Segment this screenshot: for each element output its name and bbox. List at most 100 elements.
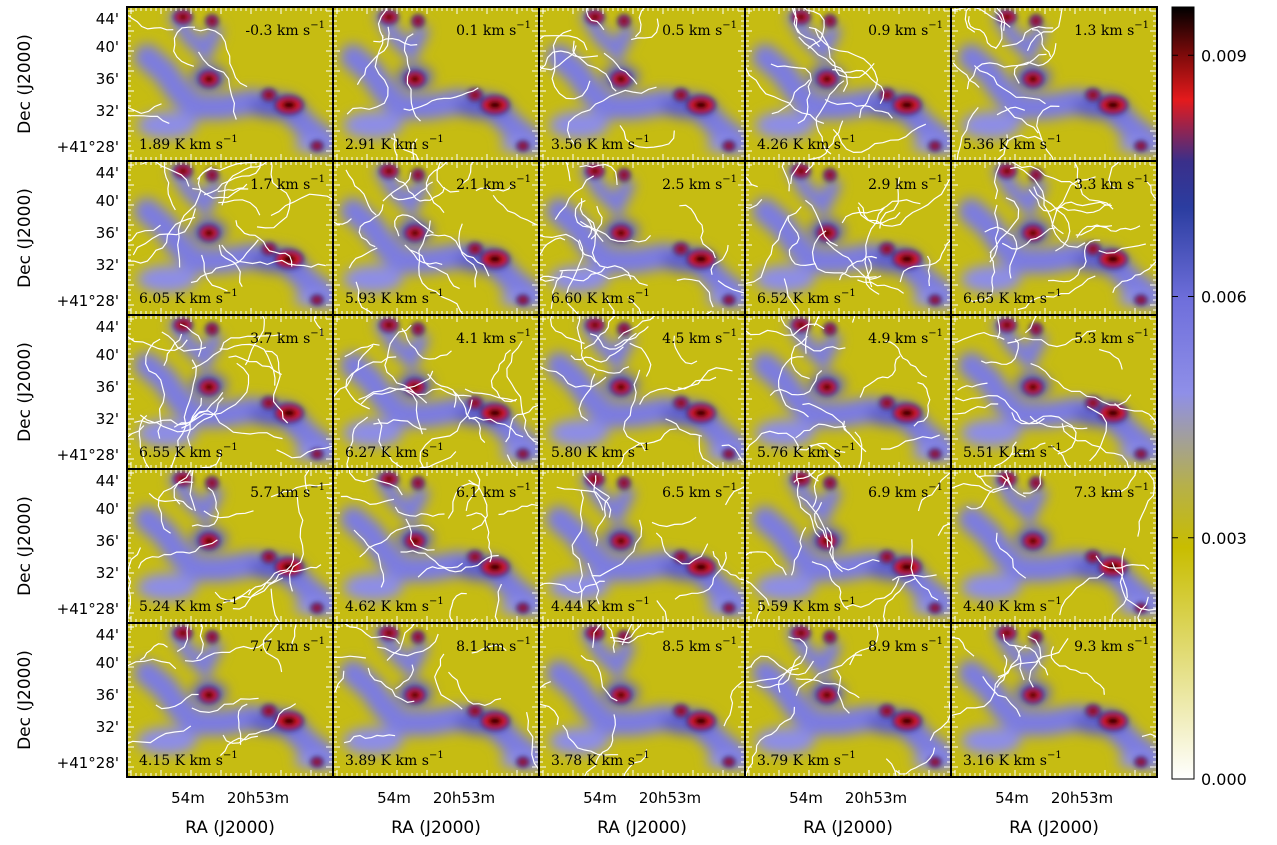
channel-panel-19: 6.9 km s−1 5.59 K km s−1 bbox=[744, 468, 952, 624]
x-tick-label: 20h53m bbox=[433, 789, 495, 807]
channel-panel-17: 6.1 km s−1 4.62 K km s−1 bbox=[332, 468, 540, 624]
dense-cores bbox=[379, 471, 530, 614]
contours bbox=[127, 623, 297, 757]
flux-label: 6.05 K km s−1 bbox=[139, 288, 238, 307]
velocity-label: 7.3 km s−1 bbox=[1074, 482, 1149, 501]
flux-label: 5.36 K km s−1 bbox=[963, 134, 1062, 153]
y-axis-label: Dec (J2000) bbox=[15, 650, 35, 750]
y-axis-label: Dec (J2000) bbox=[15, 34, 35, 134]
velocity-label: 0.9 km s−1 bbox=[868, 20, 943, 39]
dense-cores bbox=[791, 471, 942, 614]
channel-panel-21: 7.7 km s−1 4.15 K km s−1 bbox=[126, 622, 334, 778]
flux-label: 4.62 K km s−1 bbox=[345, 596, 444, 615]
x-tick-label: 54m bbox=[377, 789, 411, 807]
dense-cores bbox=[585, 317, 736, 460]
channel-panel-4: 0.9 km s−1 4.26 K km s−1 bbox=[744, 6, 952, 162]
y-tick-label: 44' bbox=[96, 626, 119, 644]
channel-panel-5: 1.3 km s−1 5.36 K km s−1 bbox=[950, 6, 1158, 162]
dense-cores bbox=[379, 163, 530, 306]
y-tick-label: 36' bbox=[96, 686, 119, 704]
colorbar-tick-label: 0.009 bbox=[1201, 46, 1247, 65]
emission-ridge bbox=[752, 317, 951, 463]
y-tick-label: +41°28' bbox=[57, 138, 119, 156]
channel-panel-22: 8.1 km s−1 3.89 K km s−1 bbox=[332, 622, 540, 778]
contours bbox=[951, 7, 1063, 161]
y-tick-label: 36' bbox=[96, 70, 119, 88]
y-tick-label: 44' bbox=[96, 472, 119, 490]
channel-panel-1: -0.3 km s−1 1.89 K km s−1 bbox=[126, 6, 334, 162]
contours bbox=[745, 161, 951, 315]
velocity-label: 2.9 km s−1 bbox=[868, 174, 943, 193]
flux-label: 3.78 K km s−1 bbox=[551, 750, 650, 769]
panels-grid: -0.3 km s−1 1.89 K km s−1 0.1 km s−1 2.91 K… bbox=[126, 6, 1158, 778]
colorbar: 0.009 0.006 0.003 0.000 bbox=[1171, 6, 1247, 789]
channel-panel-8: 2.5 km s−1 6.60 K km s−1 bbox=[538, 160, 746, 316]
velocity-label: 3.7 km s−1 bbox=[250, 328, 325, 347]
channel-panel-11: 3.7 km s−1 6.55 K km s−1 bbox=[126, 314, 334, 470]
contours bbox=[745, 315, 940, 469]
contours bbox=[346, 7, 479, 161]
y-tick-label: +41°28' bbox=[57, 292, 119, 310]
velocity-label: 5.3 km s−1 bbox=[1074, 328, 1149, 347]
flux-label: 4.26 K km s−1 bbox=[757, 134, 856, 153]
y-tick-label: 36' bbox=[96, 224, 119, 242]
dense-cores bbox=[585, 471, 736, 614]
velocity-label: 1.3 km s−1 bbox=[1074, 20, 1149, 39]
velocity-label: 1.7 km s−1 bbox=[250, 174, 325, 193]
contours bbox=[127, 161, 333, 292]
y-axis-label: Dec (J2000) bbox=[15, 342, 35, 442]
velocity-label: 5.7 km s−1 bbox=[250, 482, 325, 501]
velocity-label: 8.1 km s−1 bbox=[456, 636, 531, 655]
flux-label: 6.27 K km s−1 bbox=[345, 442, 444, 461]
dense-cores bbox=[997, 9, 1148, 152]
dense-cores bbox=[173, 9, 324, 152]
flux-label: 5.51 K km s−1 bbox=[963, 442, 1062, 461]
velocity-label: 3.3 km s−1 bbox=[1074, 174, 1149, 193]
y-tick-label: +41°28' bbox=[57, 754, 119, 772]
dense-cores bbox=[585, 625, 736, 768]
velocity-label: 6.5 km s−1 bbox=[662, 482, 737, 501]
velocity-label: 8.9 km s−1 bbox=[868, 636, 943, 655]
channel-panel-10: 3.3 km s−1 6.65 K km s−1 bbox=[950, 160, 1158, 316]
velocity-label: 8.5 km s−1 bbox=[662, 636, 737, 655]
y-axis-label: Dec (J2000) bbox=[15, 188, 35, 288]
channel-panel-13: 4.5 km s−1 5.80 K km s−1 bbox=[538, 314, 746, 470]
y-tick-label: 32' bbox=[96, 410, 119, 428]
x-axis-label: RA (J2000) bbox=[803, 818, 893, 838]
panel-frame bbox=[950, 622, 1158, 778]
colorbar-tick-label: 0.000 bbox=[1201, 770, 1247, 789]
velocity-label: 4.1 km s−1 bbox=[456, 328, 531, 347]
y-tick-label: 44' bbox=[96, 164, 119, 182]
flux-label: 5.80 K km s−1 bbox=[551, 442, 650, 461]
x-tick-label: 20h53m bbox=[227, 789, 289, 807]
contours bbox=[333, 623, 539, 771]
channel-panel-23: 8.5 km s−1 3.78 K km s−1 bbox=[538, 622, 746, 778]
velocity-label: 0.5 km s−1 bbox=[662, 20, 737, 39]
y-tick-label: +41°28' bbox=[57, 446, 119, 464]
dense-cores bbox=[791, 9, 942, 152]
channel-panel-14: 4.9 km s−1 5.76 K km s−1 bbox=[744, 314, 952, 470]
x-tick-label: 54m bbox=[789, 789, 823, 807]
contours bbox=[745, 469, 951, 623]
dense-cores bbox=[379, 625, 530, 768]
dense-cores bbox=[585, 163, 736, 306]
flux-label: 3.16 K km s−1 bbox=[963, 750, 1062, 769]
dense-cores bbox=[791, 163, 942, 306]
channel-panel-2: 0.1 km s−1 2.91 K km s−1 bbox=[332, 6, 540, 162]
contours bbox=[539, 315, 745, 469]
channel-panel-7: 2.1 km s−1 5.93 K km s−1 bbox=[332, 160, 540, 316]
panel-ticks bbox=[127, 623, 333, 777]
x-tick-label: 54m bbox=[171, 789, 205, 807]
flux-label: 5.93 K km s−1 bbox=[345, 288, 444, 307]
velocity-label: 4.5 km s−1 bbox=[662, 328, 737, 347]
flux-label: 3.89 K km s−1 bbox=[345, 750, 444, 769]
velocity-label: 0.1 km s−1 bbox=[456, 20, 531, 39]
velocity-label: 4.9 km s−1 bbox=[868, 328, 943, 347]
flux-label: 3.79 K km s−1 bbox=[757, 750, 856, 769]
flux-label: 5.76 K km s−1 bbox=[757, 442, 856, 461]
dense-cores bbox=[997, 471, 1148, 614]
x-axis-label: RA (J2000) bbox=[185, 818, 275, 838]
contours bbox=[539, 7, 675, 149]
y-tick-label: +41°28' bbox=[57, 600, 119, 618]
